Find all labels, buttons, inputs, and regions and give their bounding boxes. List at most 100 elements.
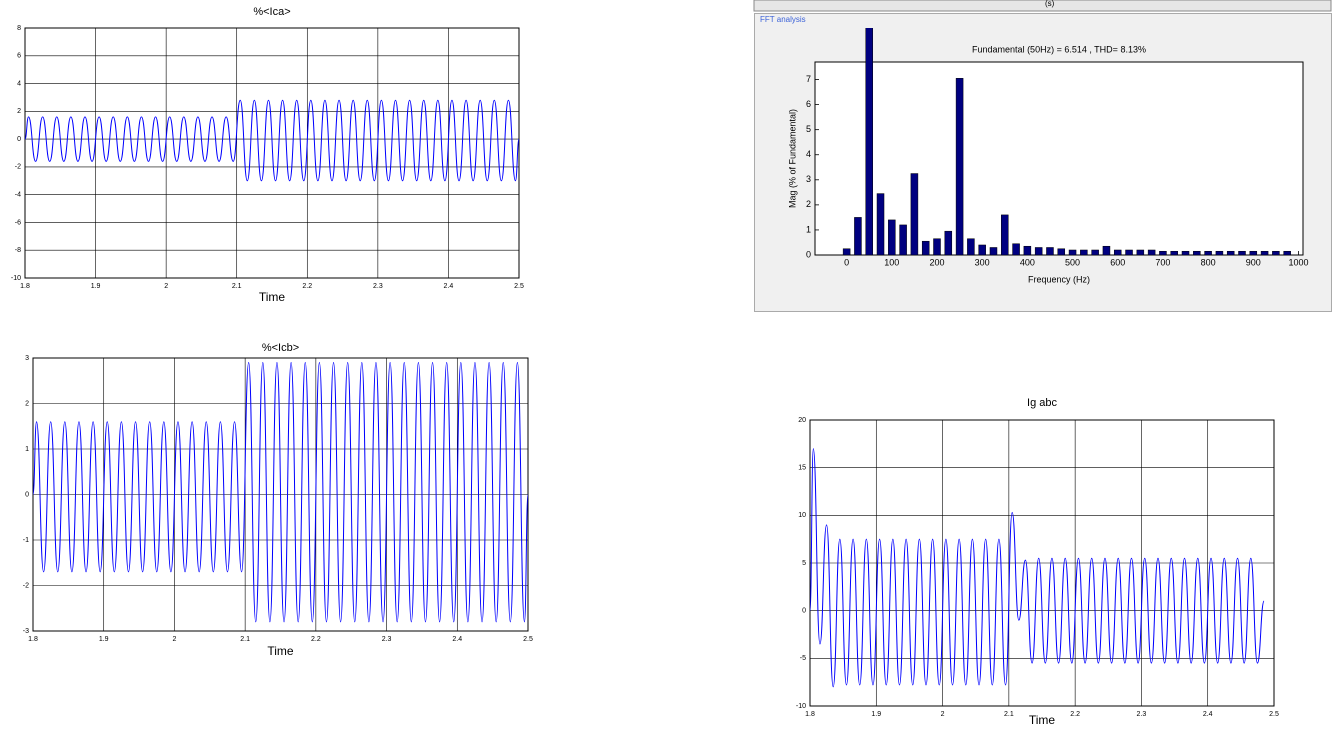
plot-area [815, 62, 1303, 255]
x-tick-label: 2.2 [311, 636, 321, 643]
bar [967, 238, 975, 255]
y-tick-label: 4 [17, 80, 21, 87]
bar [1181, 250, 1190, 255]
y-tick-label: 2 [25, 400, 29, 407]
bar [842, 248, 851, 255]
x-tick-label: 800 [1201, 257, 1216, 267]
x-tick-label: 0 [844, 257, 849, 267]
x-tick-label: 2.3 [382, 636, 392, 643]
x-axis-label: Time [1029, 713, 1056, 727]
x-tick-label: 2.5 [523, 636, 533, 643]
x-tick-label: 200 [929, 257, 944, 267]
bar [1091, 249, 1099, 255]
y-tick-label: 1 [806, 224, 811, 234]
bar [1272, 250, 1280, 255]
plot-group [842, 28, 1291, 255]
x-tick-label: 2.4 [444, 283, 454, 290]
x-tick-label: 2 [164, 283, 168, 290]
x-tick-label: 1.8 [805, 711, 815, 718]
bar [1136, 249, 1145, 255]
bar [1215, 250, 1224, 255]
bar [1147, 249, 1156, 255]
bar [1012, 243, 1020, 255]
bar [933, 238, 941, 255]
x-tick-label: 900 [1246, 257, 1261, 267]
x-tick-label: 300 [975, 257, 990, 267]
bar [854, 217, 862, 255]
bar [1125, 249, 1133, 255]
y-tick-label: -3 [23, 628, 29, 635]
y-tick-label: -10 [796, 703, 806, 710]
chart-title: Ig abc [1027, 397, 1057, 409]
y-tick-label: -1 [23, 537, 29, 544]
x-tick-label: 100 [884, 257, 899, 267]
y-tick-label: -6 [15, 219, 21, 226]
bar [989, 247, 998, 255]
y-tick-label: 1 [25, 446, 29, 453]
chart-title: %<Ica> [253, 6, 290, 18]
x-axis-label: Time [259, 290, 286, 304]
y-tick-label: 2 [806, 199, 811, 209]
bar [1283, 250, 1291, 255]
x-tick-label: 2.3 [1137, 711, 1147, 718]
axes-frame [809, 419, 1275, 707]
bar [1159, 250, 1167, 255]
x-tick-label: 1.8 [28, 636, 38, 643]
y-tick-label: -2 [23, 582, 29, 589]
x-tick-label: 1.8 [20, 283, 30, 290]
header-text: (s) [1045, 0, 1055, 8]
y-tick-label: 3 [25, 355, 29, 362]
x-tick-label: 400 [1020, 257, 1035, 267]
y-tick-label: 3 [806, 174, 811, 184]
bar [876, 193, 885, 255]
y-tick-label: -5 [800, 655, 806, 662]
y-tick-label: 4 [806, 149, 811, 159]
bar [1102, 245, 1111, 255]
x-axis-label: Time [267, 644, 294, 658]
chart-title: Fundamental (50Hz) = 6.514 , THD= 8.13% [972, 44, 1146, 54]
bar [888, 219, 896, 255]
y-tick-label: 10 [798, 512, 806, 519]
y-tick-label: 0 [806, 249, 811, 259]
x-tick-label: 2.3 [373, 283, 383, 290]
y-tick-label: -10 [11, 275, 21, 282]
bar [921, 240, 930, 255]
bar [1170, 250, 1178, 255]
plot-group [25, 99, 519, 182]
bar [1193, 250, 1201, 255]
bar [978, 244, 986, 255]
y-tick-label: 5 [806, 124, 811, 134]
y-tick-label: 6 [17, 53, 21, 60]
y-tick-label: 2 [17, 108, 21, 115]
chart-title: %<Icb> [262, 342, 299, 354]
header-strip [753, 0, 1332, 12]
signal-line [33, 362, 528, 623]
y-tick-label: -2 [15, 164, 21, 171]
bar [1046, 247, 1054, 255]
x-tick-label: 2.4 [452, 636, 462, 643]
x-tick-label: 2.4 [1203, 711, 1213, 718]
signal-line [25, 99, 519, 182]
bar [865, 28, 873, 255]
x-tick-label: 2.1 [1004, 711, 1014, 718]
y-axis-label: Mag (% of Fundamental) [787, 109, 797, 208]
bar [1238, 250, 1246, 255]
signal-line [810, 448, 1265, 688]
x-tick-label: 1.9 [99, 636, 109, 643]
bar [1226, 250, 1235, 255]
bar [899, 224, 907, 255]
plot-group [810, 448, 1265, 688]
y-tick-label: -4 [15, 192, 21, 199]
x-tick-label: 1.9 [91, 283, 101, 290]
plot-group [33, 362, 528, 623]
bar [1204, 250, 1212, 255]
axes-frame [24, 27, 520, 279]
bar [955, 78, 964, 255]
y-tick-label: 6 [806, 99, 811, 109]
y-tick-label: -8 [15, 247, 21, 254]
y-tick-label: 5 [802, 560, 806, 567]
bar [910, 173, 919, 255]
bar [1068, 249, 1077, 255]
